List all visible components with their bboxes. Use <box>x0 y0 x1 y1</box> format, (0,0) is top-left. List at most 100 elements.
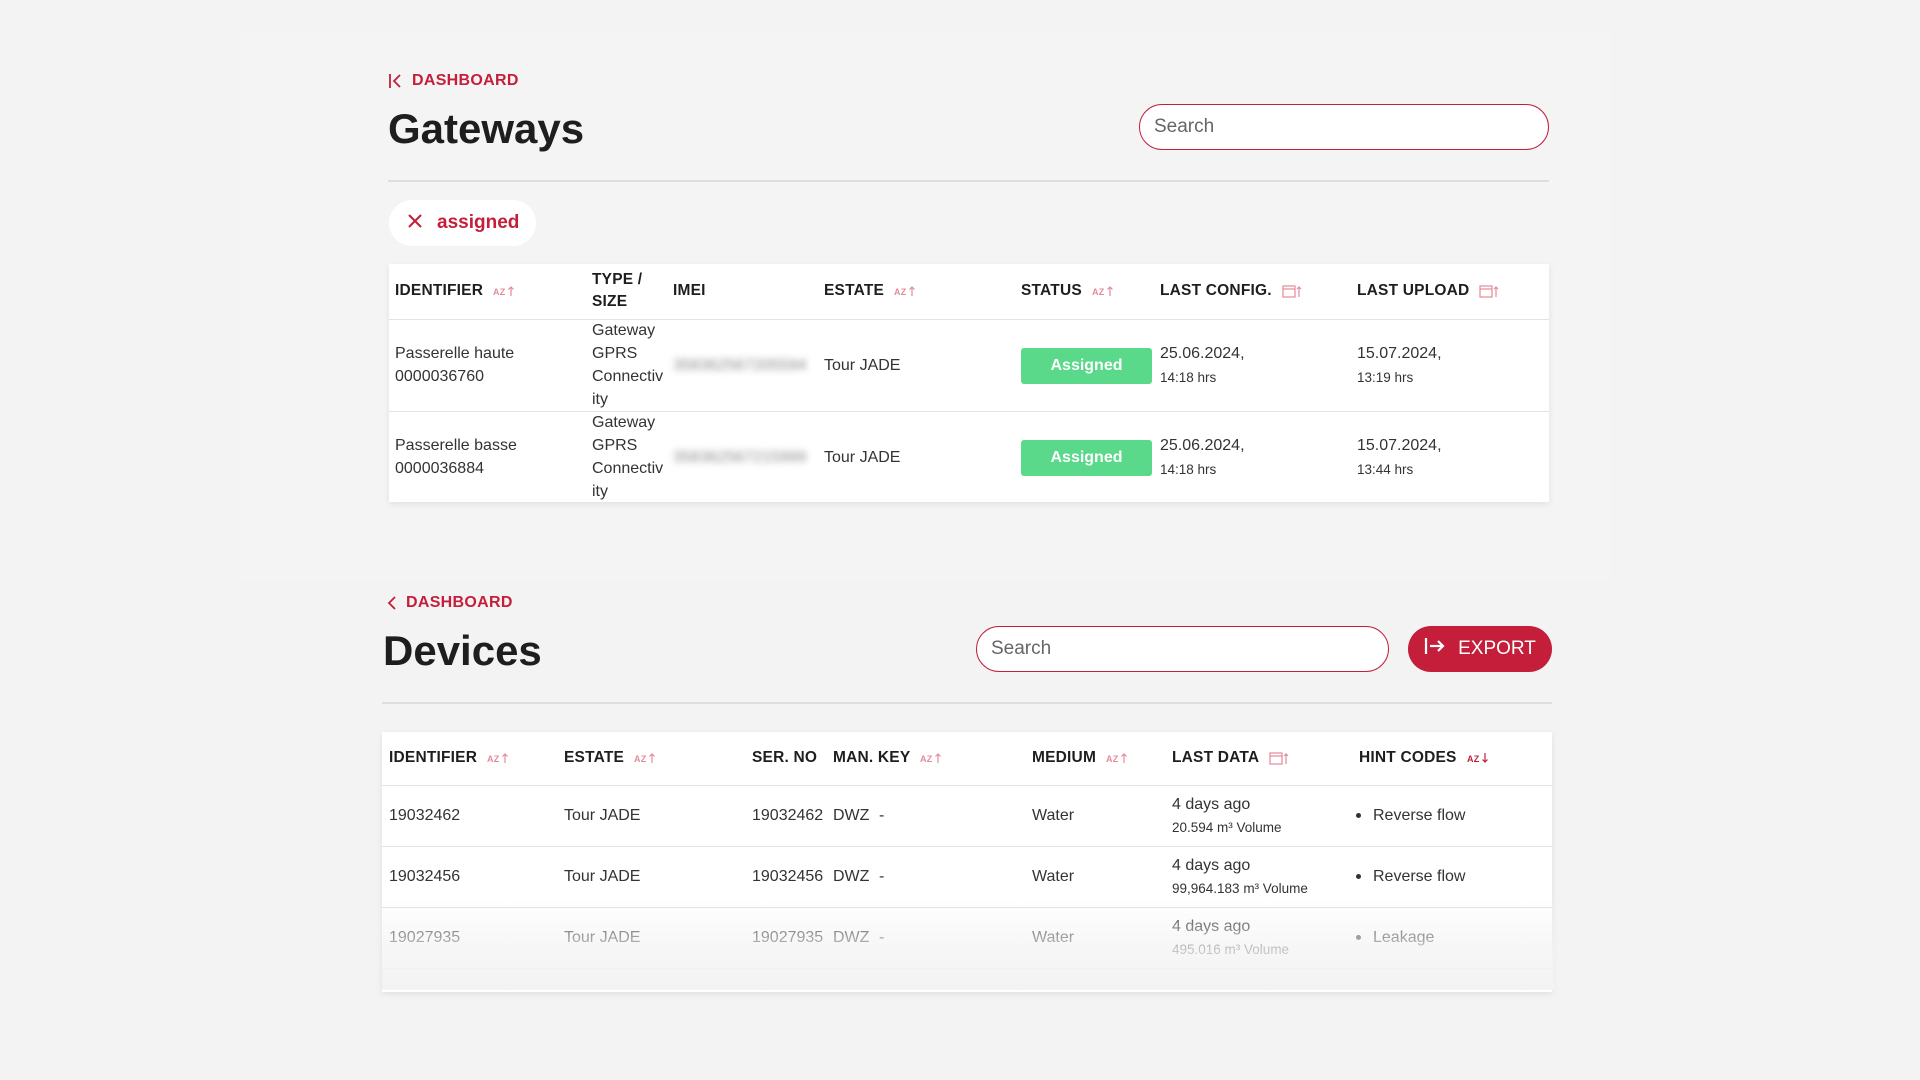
last-config-date: 25.06.2024, <box>1160 437 1245 454</box>
last-upload-date: 15.07.2024, <box>1357 437 1442 454</box>
last-data: 4 days ago <box>1172 857 1251 874</box>
hint-code: Leakage <box>1356 926 1434 949</box>
type-line: Gateway <box>592 322 656 339</box>
type-line: Connectiv <box>592 368 664 385</box>
identifier: 19032462 <box>389 807 461 824</box>
last-upload-time: 13:44 hrs <box>1357 462 1414 477</box>
type-line: Connectiv <box>592 460 664 477</box>
type-line: GPRS <box>592 437 638 454</box>
identifier: 19032456 <box>389 868 461 885</box>
type-line: Gateway <box>592 414 656 431</box>
breadcrumb-label: DASHBOARD <box>406 594 513 611</box>
search-input[interactable] <box>991 638 1374 660</box>
medium: Water <box>1032 929 1075 946</box>
hint-label: Reverse flow <box>1373 868 1466 885</box>
column-header-identifier[interactable]: IDENTIFIER AZ <box>395 280 515 302</box>
sort-az-icon[interactable]: AZ <box>493 285 515 297</box>
medium: Water <box>1032 807 1075 824</box>
search-input[interactable] <box>1154 116 1534 138</box>
header-label: IDENTIFIER <box>395 282 484 299</box>
extra-value: - <box>879 807 885 824</box>
man-key: DWZ <box>833 807 870 824</box>
svg-text:AZ: AZ <box>1106 754 1119 764</box>
gateways-breadcrumb[interactable]: DASHBOARD <box>388 72 519 90</box>
status-badge: Assigned <box>1021 440 1152 476</box>
filter-chip-assigned[interactable]: assigned <box>389 200 536 246</box>
sort-az-icon[interactable]: AZ <box>1092 285 1114 297</box>
svg-text:AZ: AZ <box>493 287 506 297</box>
volume: 99,964.183 m³ Volume <box>1172 881 1308 896</box>
medium: Water <box>1032 868 1075 885</box>
row-divider <box>382 907 1552 908</box>
devices-search[interactable] <box>976 626 1389 672</box>
hint-label: Leakage <box>1373 929 1435 946</box>
ser-no: 19027935 <box>752 929 824 946</box>
ser-no: 19032456 <box>752 868 824 885</box>
ser-no: 19032462 <box>752 807 824 824</box>
identifier-name: Passerelle haute <box>395 345 515 362</box>
column-header-last-upload[interactable]: LAST UPLOAD <box>1357 280 1499 302</box>
gateways-search[interactable] <box>1139 104 1549 150</box>
divider <box>388 180 1549 182</box>
column-header-imei: IMEI <box>673 282 706 299</box>
header-label: MAN. KEY <box>833 749 911 766</box>
header-label: ESTATE <box>824 282 885 299</box>
page-title: Devices <box>383 627 542 674</box>
bullet <box>1356 935 1361 940</box>
header-label: MEDIUM <box>1032 749 1097 766</box>
status-badge: Assigned <box>1021 348 1152 384</box>
header-label: LAST DATA <box>1172 749 1260 766</box>
identifier-id: 0000036760 <box>395 368 484 385</box>
chip-label: assigned <box>437 212 520 233</box>
column-header-estate[interactable]: ESTATE AZ <box>824 280 916 302</box>
estate: Tour JADE <box>824 449 901 466</box>
svg-text:AZ: AZ <box>920 754 933 764</box>
column-header-man-key[interactable]: MAN. KEY AZ <box>833 747 942 769</box>
calendar-sort-icon[interactable] <box>1269 751 1289 765</box>
sort-az-icon[interactable]: AZ <box>894 285 916 297</box>
column-header-last-config[interactable]: LAST CONFIG. <box>1160 280 1302 302</box>
sort-az-icon[interactable]: AZ <box>487 752 509 764</box>
bullet <box>1356 874 1361 879</box>
volume: 20.594 m³ Volume <box>1172 820 1282 835</box>
sort-az-icon[interactable]: AZ <box>634 752 656 764</box>
sort-az-icon[interactable]: AZ <box>1106 752 1128 764</box>
man-key: DWZ <box>833 929 870 946</box>
export-icon <box>1424 636 1446 662</box>
chevron-left-icon <box>386 594 398 612</box>
page-title: Gateways <box>388 105 585 152</box>
calendar-sort-icon[interactable] <box>1479 284 1499 298</box>
estate: Tour JADE <box>824 357 901 374</box>
column-header-medium[interactable]: MEDIUM AZ <box>1032 747 1128 769</box>
header-label: STATUS <box>1021 282 1082 299</box>
svg-text:AZ: AZ <box>487 754 500 764</box>
bullet <box>1356 813 1361 818</box>
row-divider <box>389 319 1549 320</box>
imei: 358362567215999 <box>673 449 807 466</box>
column-header-hint-codes[interactable]: HINT CODES AZ <box>1359 747 1489 769</box>
column-header-status[interactable]: STATUS AZ <box>1021 280 1114 302</box>
svg-text:AZ: AZ <box>634 754 647 764</box>
row-divider <box>382 785 1552 786</box>
close-icon[interactable] <box>407 213 423 234</box>
row-divider <box>389 411 1549 412</box>
column-header-last-data[interactable]: LAST DATA <box>1172 747 1289 769</box>
extra-value: - <box>879 868 885 885</box>
last-upload-date: 15.07.2024, <box>1357 345 1442 362</box>
identifier: 19027935 <box>389 929 461 946</box>
column-header-identifier[interactable]: IDENTIFIER AZ <box>389 747 509 769</box>
header-label: IDENTIFIER <box>389 749 478 766</box>
svg-text:AZ: AZ <box>1092 287 1105 297</box>
column-header-type-size: TYPE / SIZE <box>592 271 643 310</box>
sort-az-icon[interactable]: AZ <box>920 752 942 764</box>
export-button[interactable]: EXPORT <box>1408 626 1552 672</box>
hint-label: Reverse flow <box>1373 807 1466 824</box>
devices-breadcrumb[interactable]: DASHBOARD <box>386 594 513 612</box>
type-line: ity <box>592 483 608 500</box>
calendar-sort-icon[interactable] <box>1282 284 1302 298</box>
type-line: ity <box>592 391 608 408</box>
last-data: 4 days ago <box>1172 796 1251 813</box>
sort-za-icon[interactable]: AZ <box>1467 752 1489 764</box>
column-header-estate[interactable]: ESTATE AZ <box>564 747 656 769</box>
first-page-chevron-icon <box>388 72 404 90</box>
